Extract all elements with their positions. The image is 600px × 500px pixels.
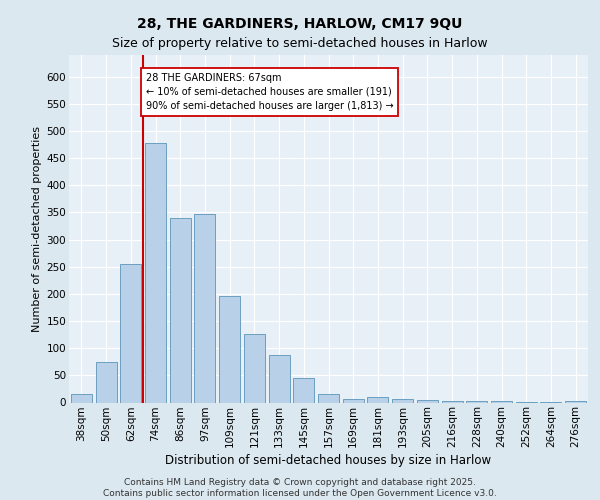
Bar [293,378,314,402]
X-axis label: Distribution of semi-detached houses by size in Harlow: Distribution of semi-detached houses by … [166,454,491,468]
Bar [442,401,463,402]
Bar [417,400,438,402]
Text: Contains HM Land Registry data © Crown copyright and database right 2025.
Contai: Contains HM Land Registry data © Crown c… [103,478,497,498]
Bar [219,296,240,403]
Text: Size of property relative to semi-detached houses in Harlow: Size of property relative to semi-detach… [112,38,488,51]
Bar [367,397,388,402]
Bar [120,264,141,402]
Bar [95,362,116,403]
Bar [244,334,265,402]
Bar [343,398,364,402]
Y-axis label: Number of semi-detached properties: Number of semi-detached properties [32,126,43,332]
Bar [71,394,92,402]
Bar [194,214,215,402]
Bar [392,398,413,402]
Bar [269,354,290,403]
Bar [145,143,166,403]
Text: 28 THE GARDINERS: 67sqm
← 10% of semi-detached houses are smaller (191)
90% of s: 28 THE GARDINERS: 67sqm ← 10% of semi-de… [146,73,393,111]
Text: 28, THE GARDINERS, HARLOW, CM17 9QU: 28, THE GARDINERS, HARLOW, CM17 9QU [137,18,463,32]
Bar [318,394,339,402]
Bar [170,218,191,402]
